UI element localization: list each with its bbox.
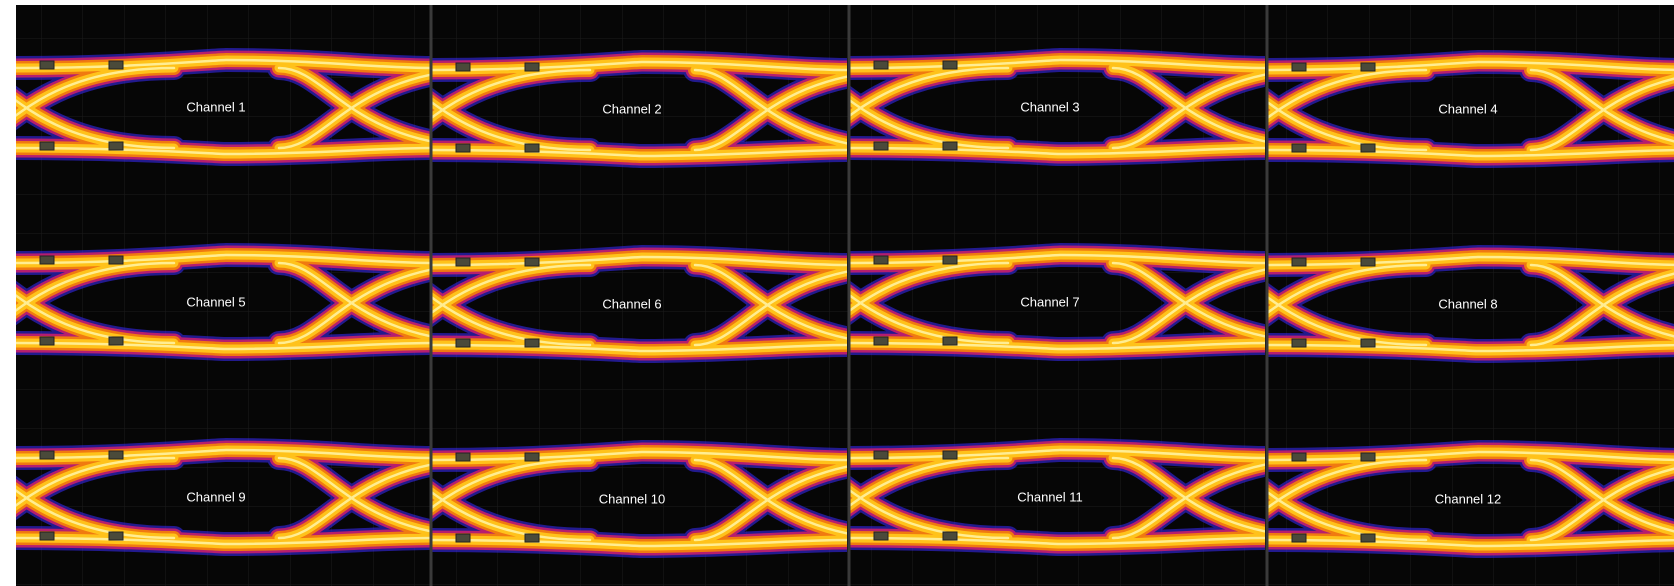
marker (1292, 144, 1306, 152)
channel-label: Channel 12 (1435, 491, 1502, 506)
channel-label: Channel 3 (1020, 99, 1079, 114)
marker (109, 337, 123, 345)
graticule (16, 5, 1674, 586)
marker (40, 337, 54, 345)
marker (109, 532, 123, 540)
marker (1361, 63, 1375, 71)
marker (109, 61, 123, 69)
marker (874, 142, 888, 150)
channel-label: Channel 2 (602, 101, 661, 116)
marker (525, 534, 539, 542)
channel-label: Channel 10 (599, 491, 666, 506)
marker (943, 142, 957, 150)
marker (943, 337, 957, 345)
marker (1361, 453, 1375, 461)
marker (525, 453, 539, 461)
marker (525, 258, 539, 266)
marker (1292, 339, 1306, 347)
channel-label: Channel 9 (186, 489, 245, 504)
marker (943, 61, 957, 69)
channel-label: Channel 1 (186, 99, 245, 114)
marker (1292, 63, 1306, 71)
marker (40, 142, 54, 150)
marker (109, 451, 123, 459)
marker (1361, 258, 1375, 266)
marker (109, 256, 123, 264)
channel-label: Channel 5 (186, 294, 245, 309)
marker (943, 451, 957, 459)
eye-diagram-grid: Channel 1 Channel 2 Channel 3 Channel 4 Chan… (0, 0, 1674, 586)
marker (1361, 534, 1375, 542)
marker (525, 144, 539, 152)
marker (456, 144, 470, 152)
channel-label: Channel 6 (602, 296, 661, 311)
marker (109, 142, 123, 150)
marker (874, 337, 888, 345)
marker (40, 451, 54, 459)
marker (1361, 339, 1375, 347)
channel-label: Channel 8 (1438, 296, 1497, 311)
channel-label: Channel 11 (1017, 489, 1083, 504)
marker (1292, 534, 1306, 542)
marker (874, 451, 888, 459)
marker (1361, 144, 1375, 152)
channel-label: Channel 4 (1438, 101, 1497, 116)
marker (943, 256, 957, 264)
marker (456, 453, 470, 461)
marker (874, 532, 888, 540)
marker (456, 534, 470, 542)
marker (40, 256, 54, 264)
marker (40, 532, 54, 540)
marker (874, 256, 888, 264)
marker (40, 61, 54, 69)
marker (943, 532, 957, 540)
marker (1292, 453, 1306, 461)
channel-label: Channel 7 (1020, 294, 1079, 309)
marker (525, 339, 539, 347)
page: {"panels": [ {"label": "Channel 1"}, {"l… (0, 0, 1674, 586)
marker (525, 63, 539, 71)
marker (456, 63, 470, 71)
marker (456, 339, 470, 347)
marker (456, 258, 470, 266)
marker (1292, 258, 1306, 266)
marker (874, 61, 888, 69)
